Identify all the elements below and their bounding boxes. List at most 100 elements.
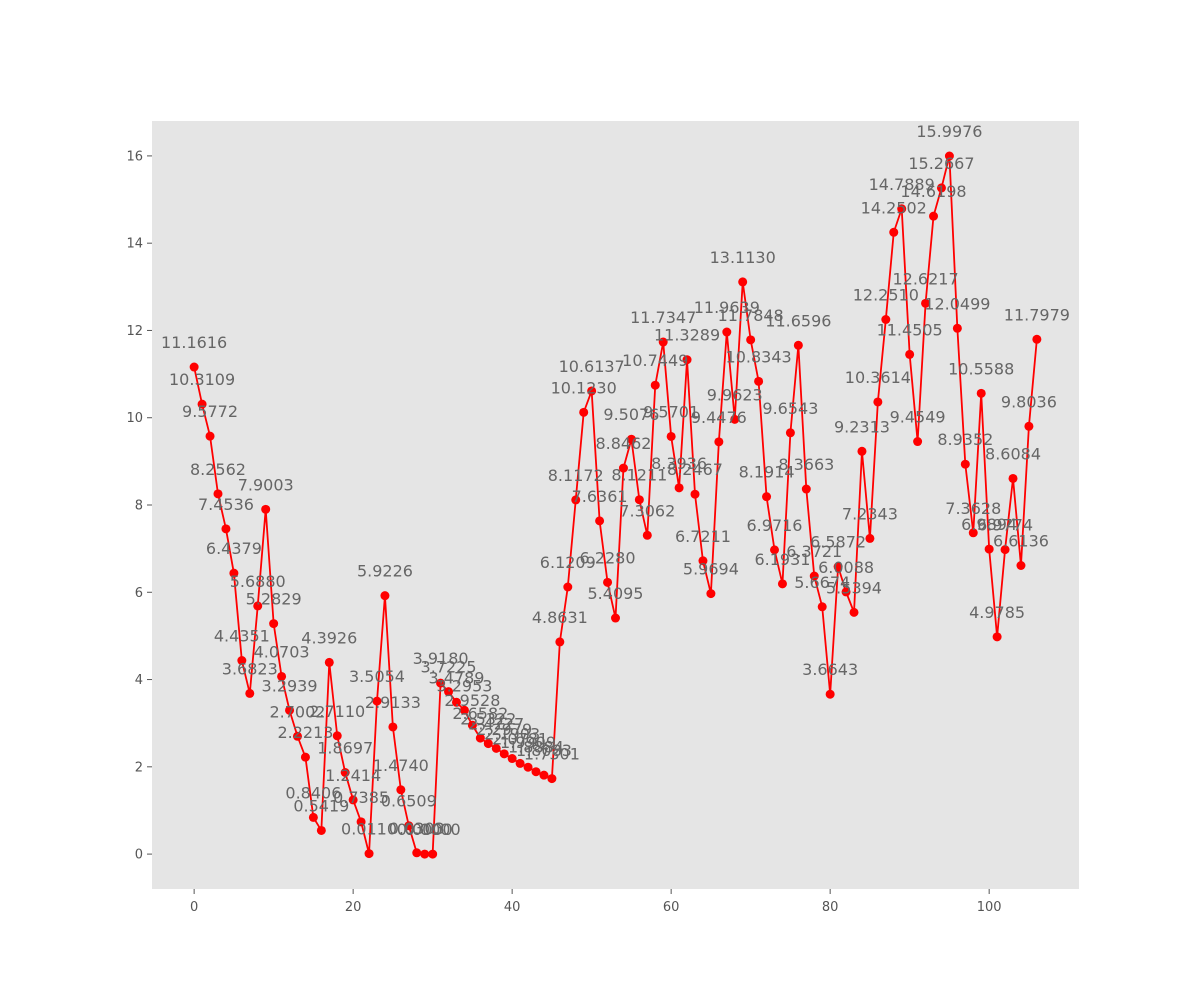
data-point (189, 362, 199, 372)
data-label: 9.5701 (643, 402, 699, 421)
data-label: 8.2467 (667, 460, 723, 479)
data-point (356, 817, 366, 827)
data-point (642, 530, 652, 540)
data-point (523, 762, 533, 772)
data-label: 0.7385 (333, 788, 389, 807)
data-label: 5.5394 (826, 578, 882, 597)
data-point (340, 768, 350, 778)
data-label: 6.1931 (754, 550, 810, 569)
data-point (547, 774, 557, 784)
data-point (197, 399, 207, 409)
x-tick-label: 100 (977, 900, 1002, 915)
data-label: 11.6596 (765, 311, 831, 330)
x-tick-label: 0 (190, 900, 198, 915)
data-point (332, 731, 342, 741)
data-point (992, 632, 1002, 642)
data-label: 11.9639 (694, 298, 760, 317)
data-point (444, 687, 454, 697)
data-point (324, 657, 334, 667)
data-label: 8.1211 (611, 466, 667, 485)
data-label: 11.7848 (718, 306, 784, 325)
data-point (952, 323, 962, 333)
data-label: 2.2979 (476, 720, 532, 739)
data-label: 8.2562 (190, 460, 246, 479)
data-point (507, 754, 517, 764)
data-point (921, 298, 931, 308)
data-label: 1.8697 (317, 739, 373, 758)
data-label: 3.2953 (436, 676, 492, 695)
data-point (865, 533, 875, 543)
data-label: 0.0110 (341, 820, 397, 839)
data-point (213, 489, 223, 499)
data-label: 9.8036 (1001, 392, 1057, 411)
data-point (618, 463, 628, 473)
data-label: 4.3926 (301, 628, 357, 647)
data-label: 9.6543 (762, 399, 818, 418)
data-label: 3.7225 (421, 658, 477, 677)
data-label: 9.4549 (890, 408, 946, 427)
data-label: 4.8631 (532, 608, 588, 627)
data-label: 14.7889 (869, 175, 935, 194)
x-tick-label: 40 (504, 900, 521, 915)
data-point (730, 414, 740, 424)
data-label: 7.6361 (572, 487, 628, 506)
data-label: 3.5054 (349, 667, 405, 686)
data-label: 3.4789 (429, 668, 485, 687)
data-point (905, 349, 915, 359)
data-label: 10.1230 (551, 378, 617, 397)
data-label: 10.6137 (559, 357, 625, 376)
data-point (420, 849, 430, 859)
data-point (984, 544, 994, 554)
data-label: 6.6136 (993, 531, 1049, 550)
data-label: 1.9909 (500, 733, 556, 752)
data-point (237, 656, 247, 666)
data-label: 7.3628 (945, 499, 1001, 518)
data-label: 7.4536 (198, 495, 254, 514)
data-label: 1.7301 (524, 745, 580, 764)
data-label: 10.7449 (622, 351, 688, 370)
data-point (563, 582, 573, 592)
data-point (825, 689, 835, 699)
x-axis: 0 20 40 60 80 100 (190, 889, 1002, 915)
data-label: 7.3062 (619, 501, 675, 520)
data-label: 6.3721 (786, 542, 842, 561)
data-point (706, 589, 716, 599)
data-point (634, 495, 644, 505)
data-point (913, 437, 923, 447)
data-point (1000, 545, 1010, 555)
data-label: 3.2939 (262, 676, 318, 695)
data-label: 4.0703 (254, 642, 310, 661)
data-point (849, 607, 859, 617)
data-point (277, 671, 287, 681)
data-label: 2.0781 (492, 729, 548, 748)
data-label: 2.7110 (309, 702, 365, 721)
data-point (491, 743, 501, 753)
x-tick-label: 80 (822, 900, 839, 915)
data-point (944, 151, 954, 161)
data-label: 4.4351 (214, 627, 270, 646)
data-point (929, 211, 939, 221)
y-tick-label: 10 (126, 411, 143, 426)
data-label: 8.1172 (548, 466, 604, 485)
data-point (372, 696, 382, 706)
data-label: 3.6643 (802, 660, 858, 679)
data-label: 9.4476 (691, 408, 747, 427)
data-label: 1.2414 (325, 766, 381, 785)
data-label: 2.4227 (468, 714, 524, 733)
data-label: 0.0000 (405, 820, 461, 839)
data-point (611, 613, 620, 623)
y-tick-label: 12 (126, 324, 143, 339)
data-point (396, 785, 406, 795)
data-point (762, 492, 772, 502)
data-point (857, 446, 867, 456)
data-label: 8.3936 (651, 454, 707, 473)
data-point (889, 227, 899, 237)
data-label: 2.1903 (484, 725, 540, 744)
data-point (595, 516, 605, 526)
data-point (698, 556, 708, 566)
data-point (300, 752, 310, 762)
data-point (897, 204, 907, 214)
data-label: 10.8343 (726, 347, 792, 366)
data-label: 6.2280 (580, 548, 636, 567)
